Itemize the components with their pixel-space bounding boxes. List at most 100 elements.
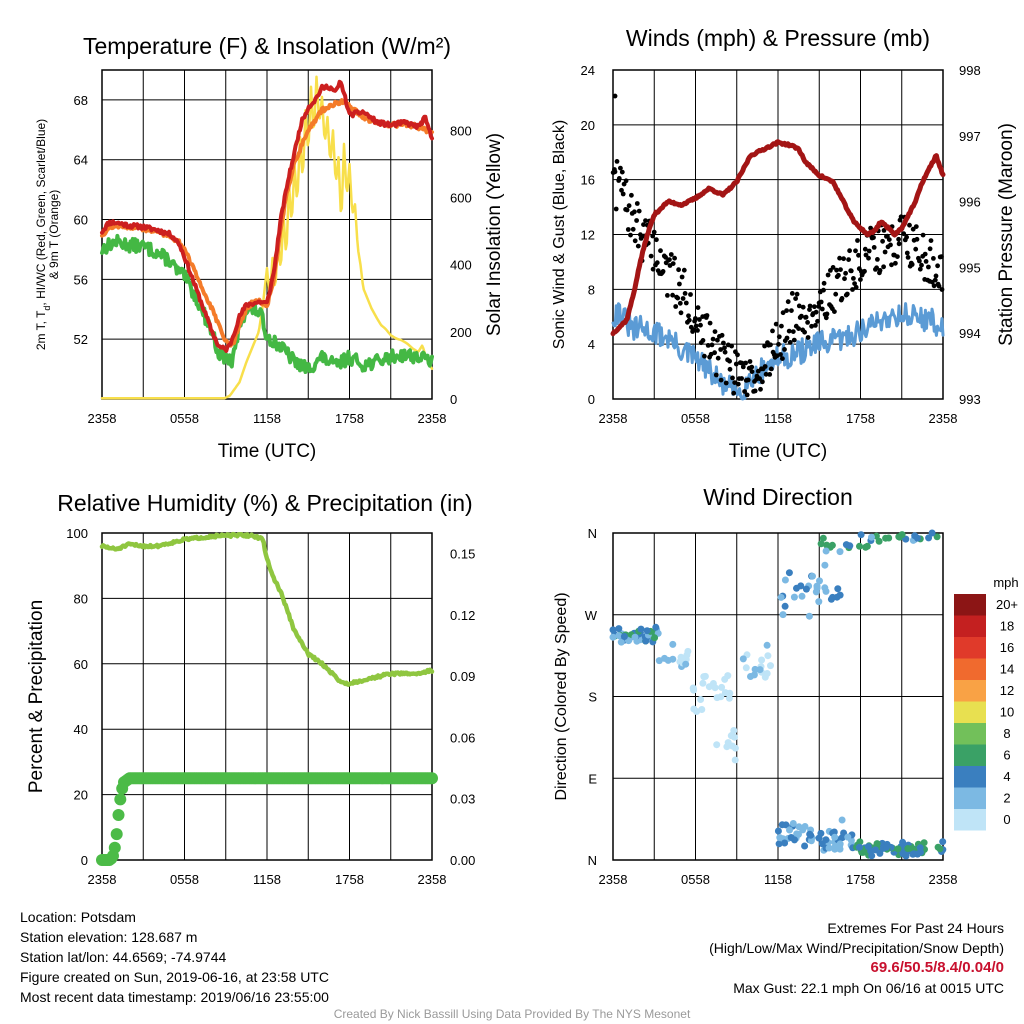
temperature-y2-axis-title: Solar Insolation (Yellow) [484, 133, 505, 336]
direction-dot [856, 542, 863, 550]
direction-dot [751, 665, 759, 673]
direction-legend-title: mph [993, 575, 1018, 590]
direction-dot [928, 529, 936, 537]
direction-dot [822, 587, 830, 595]
winds-gust-dot [749, 364, 755, 370]
winds-gust-dot [778, 352, 783, 357]
direction-dot [875, 537, 883, 545]
winds-gust-dot [824, 311, 830, 317]
winds-gust-dot [733, 361, 739, 367]
winds-gust-dot [721, 340, 726, 346]
direction-dot [620, 633, 628, 640]
winds-gust-dot [848, 268, 854, 274]
direction-dot [617, 638, 625, 646]
winds-gust-dot [612, 169, 618, 175]
winds-gust-dot [882, 249, 888, 255]
winds-x-tick-label: 2358 [599, 411, 628, 426]
direction-dot [910, 850, 918, 858]
winds-gust-dot [896, 236, 901, 242]
winds-gust-dot [871, 245, 877, 250]
direction-dot [777, 593, 785, 601]
winds-gust-dot [718, 347, 724, 352]
winds-gust-dot [917, 258, 922, 264]
winds-gust-dot [768, 342, 773, 348]
direction-dot [677, 653, 685, 661]
winds-gust-dot [922, 251, 928, 257]
winds-gust-dot [643, 218, 648, 224]
winds-gust-dot [626, 203, 632, 209]
direction-dot [815, 834, 823, 842]
direction-dot [637, 625, 645, 633]
direction-y-tick-label: S [588, 690, 597, 705]
direction-dot [801, 842, 809, 850]
winds-gust-dot [683, 300, 689, 306]
winds-gust-dot [650, 266, 656, 272]
direction-dot [781, 602, 789, 610]
direction-grid [612, 532, 944, 861]
direction-dot [844, 833, 852, 841]
direction-dot [831, 843, 839, 851]
direction-dot [920, 839, 928, 847]
winds-gust-dot [620, 191, 626, 197]
winds-gust-dot [803, 314, 809, 320]
direction-dot [609, 633, 617, 641]
direction-legend-label: 4 [1003, 769, 1010, 784]
direction-dot [898, 531, 906, 539]
direction-dot [799, 826, 807, 834]
winds-gust-dot [796, 303, 802, 309]
direction-dot [700, 673, 708, 681]
direction-x-tick-label: 0558 [681, 872, 710, 887]
winds-gust-dot [847, 248, 852, 254]
direction-legend-label: 8 [1003, 726, 1010, 741]
winds-gust-dot [858, 277, 863, 282]
direction-dot [868, 533, 875, 541]
direction-y-tick-label: E [588, 771, 597, 786]
temperature-y-tick-label: 56 [74, 272, 88, 287]
winds-gust-dot [678, 310, 684, 316]
winds-gust-dot [628, 232, 633, 238]
winds-gust-dot [768, 366, 774, 372]
temperature-x-tick-label: 2358 [88, 411, 117, 426]
winds-gust-dot [677, 300, 683, 306]
winds-gust-dot [917, 266, 923, 272]
winds-gust-dot [743, 360, 748, 366]
winds-gust-dot [799, 313, 804, 319]
winds-gust-dot [813, 309, 819, 315]
extremes-subheading: (High/Low/Max Wind/Precipitation/Snow De… [709, 940, 1004, 956]
winds-x-tick-label: 2358 [929, 411, 958, 426]
winds-gust-dot [616, 176, 622, 181]
direction-dot [793, 830, 801, 838]
direction-dot [713, 741, 721, 749]
winds-gust-dot [681, 267, 687, 273]
winds-gust-dot [823, 315, 829, 321]
winds-x-axis-title: Time (UTC) [729, 441, 828, 462]
winds-gust-dot [727, 358, 732, 364]
winds-gust-dot [802, 329, 807, 335]
winds-gust-dot [919, 262, 924, 268]
winds-gust-dot [654, 260, 660, 266]
winds-gust-dot [815, 318, 820, 324]
winds-gust-dot [926, 264, 931, 270]
direction-dot [925, 534, 933, 542]
direction-dot [615, 632, 623, 640]
winds-gust-dot [704, 313, 710, 318]
winds-gust-dot [834, 267, 839, 273]
winds-gust-dot [813, 323, 818, 328]
winds-gust-dot [693, 316, 698, 321]
winds-gust-dot [697, 317, 702, 322]
winds-gust-dot [927, 246, 933, 252]
winds-gust-dot [667, 257, 672, 262]
direction-dot [827, 595, 835, 603]
winds-gust-dot [812, 304, 817, 310]
winds-gust-dot [841, 256, 846, 262]
winds-gust-dot [715, 337, 720, 343]
winds-gust-dot [776, 334, 782, 340]
winds-gust-dot [619, 169, 625, 175]
direction-dot [661, 654, 668, 662]
direction-legend-label: 10 [1000, 705, 1014, 720]
direction-dot [831, 833, 839, 841]
direction-dot [631, 633, 639, 641]
humidity-x-tick-label: 0558 [170, 872, 199, 887]
temperature-y-axis-title-line2: & 9m T (Orange) [47, 190, 61, 280]
winds-gust-dot [931, 283, 937, 289]
